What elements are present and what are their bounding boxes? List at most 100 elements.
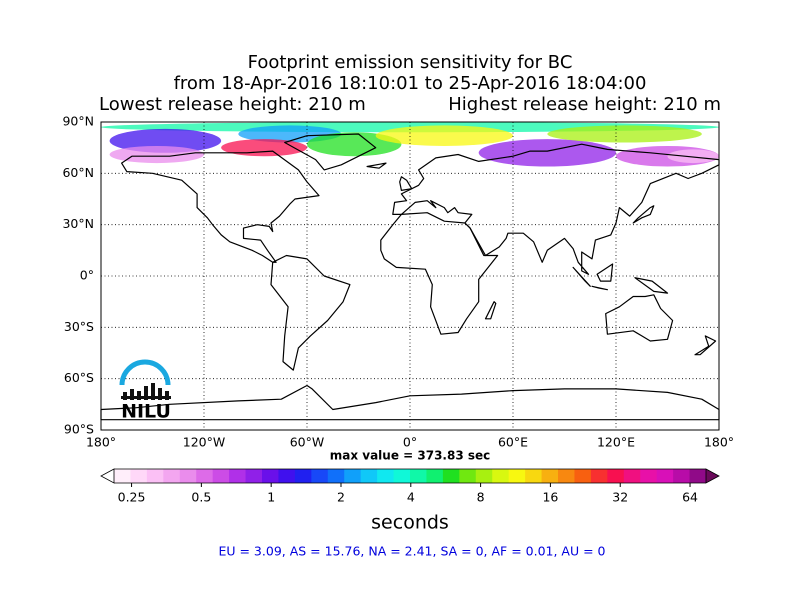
colorbar-segment (426, 469, 444, 483)
footprint-area (478, 139, 616, 167)
x-tick-label: 60°E (498, 435, 528, 450)
x-tick-label: 0° (403, 435, 417, 450)
colorbar-tick-label: 16 (542, 490, 558, 505)
colorbar-tick-label: 4 (407, 490, 415, 505)
logo-bar (165, 391, 169, 400)
y-tick-label: 0° (80, 268, 94, 283)
logo-bar (144, 386, 148, 400)
title-line: from 18-Apr-2016 18:10:01 to 25-Apr-2016… (174, 73, 647, 94)
y-tick-label: 30°S (64, 319, 94, 334)
footprint-area (375, 125, 513, 146)
colorbar-segment (229, 469, 247, 483)
colorbar-tick-label: 0.5 (191, 490, 211, 505)
colorbar-segment (377, 469, 395, 483)
coastline (484, 301, 497, 320)
colorbar-segment (344, 469, 362, 483)
max-value: max value = 373.83 sec (330, 449, 491, 463)
colorbar-segment (360, 469, 378, 483)
colorbar-segment (640, 469, 658, 483)
coastline (392, 143, 720, 275)
colorbar-tick-label: 8 (477, 490, 485, 505)
colorbar-segment (459, 469, 477, 483)
colorbar-tick-label: 32 (612, 490, 628, 505)
colorbar-segment (410, 469, 427, 483)
x-tick-label: 60°W (290, 435, 325, 450)
x-tick-label: 120°E (597, 435, 635, 450)
coastline (270, 254, 351, 371)
footprint-area (307, 132, 402, 157)
colorbar-extend-low (100, 468, 115, 484)
subtitle-left: Lowest release height: 210 m (99, 94, 366, 115)
colorbar-frame (114, 468, 706, 484)
logo-bar (130, 389, 134, 400)
colorbar-tick-label: 64 (682, 490, 698, 505)
title-line: Footprint emission sensitivity for BC (248, 52, 573, 73)
colorbar-segment (607, 469, 625, 483)
colorbar-segment (508, 469, 526, 483)
x-tick-label: 180° (704, 435, 734, 450)
logo-arc (119, 359, 171, 386)
colorbar: 0.25 0.5 1 2 4 8 16 32 64 (100, 468, 720, 505)
colorbar-segment (262, 469, 279, 483)
colorbar-label: seconds (371, 512, 449, 534)
subtitle-right: Highest release height: 210 m (448, 94, 721, 115)
logo-text: NILU (121, 401, 171, 423)
footprint-area (109, 145, 204, 164)
colorbar-segment (442, 469, 460, 483)
coastline (596, 263, 614, 282)
y-tick-label: 30°N (62, 216, 94, 231)
coastline (605, 294, 674, 342)
colorbar-extend-high (705, 468, 720, 484)
coastline (366, 162, 387, 169)
colorbar-segment (393, 469, 411, 483)
region-summary: EU = 3.09, AS = 15.76, NA = 2.41, SA = 0… (218, 544, 605, 559)
logo-bar (137, 391, 141, 400)
coastline (591, 285, 608, 291)
logo-base (121, 396, 171, 399)
colorbar-segment (558, 469, 575, 483)
colorbar-segment (525, 469, 543, 483)
colorbar-segment (689, 469, 707, 483)
colorbar-segment (146, 469, 164, 483)
colorbar-segment (574, 469, 592, 483)
colorbar-tick-label: 1 (267, 490, 275, 505)
map: 180° 120°W 60°W 0° 60°E 120°E 180° 90°N 60°N 30°N… (62, 114, 734, 450)
coastline (100, 384, 720, 421)
colorbar-tick-label: 2 (337, 490, 345, 505)
colorbar-segment (179, 469, 197, 483)
colorbar-segment (475, 469, 493, 483)
colorbar-tick-label: 0.25 (118, 490, 146, 505)
coastline (572, 266, 591, 287)
colorbar-segment (673, 469, 691, 483)
colorbar-segment (656, 469, 674, 483)
y-tick-label: 90°N (62, 114, 94, 129)
y-tick-label: 90°S (64, 422, 94, 437)
colorbar-segment (130, 469, 148, 483)
colorbar-segment (492, 469, 510, 483)
colorbar-segment (245, 469, 263, 483)
coastline (121, 150, 320, 263)
colorbar-segment (590, 469, 608, 483)
footprint-area (667, 149, 719, 164)
colorbar-segment (294, 469, 312, 483)
colorbar-segment (327, 469, 345, 483)
colorbar-segment (163, 469, 181, 483)
colorbar-segment (196, 469, 214, 483)
y-tick-label: 60°N (62, 165, 94, 180)
logo-bar (158, 388, 162, 400)
coastline (694, 335, 717, 356)
colorbar-segment (212, 469, 230, 483)
colorbar-segment (114, 469, 131, 483)
x-tick-label: 120°W (183, 435, 225, 450)
y-tick-label: 60°S (64, 370, 94, 385)
logo-bar (151, 383, 155, 400)
colorbar-segment (311, 469, 329, 483)
coastline (634, 277, 669, 294)
colorbar-segment (278, 469, 296, 483)
colorbar-segment (623, 469, 641, 483)
coastline (632, 205, 655, 224)
coastline (284, 133, 377, 171)
map-frame (100, 121, 720, 431)
footprint-area (547, 125, 702, 143)
